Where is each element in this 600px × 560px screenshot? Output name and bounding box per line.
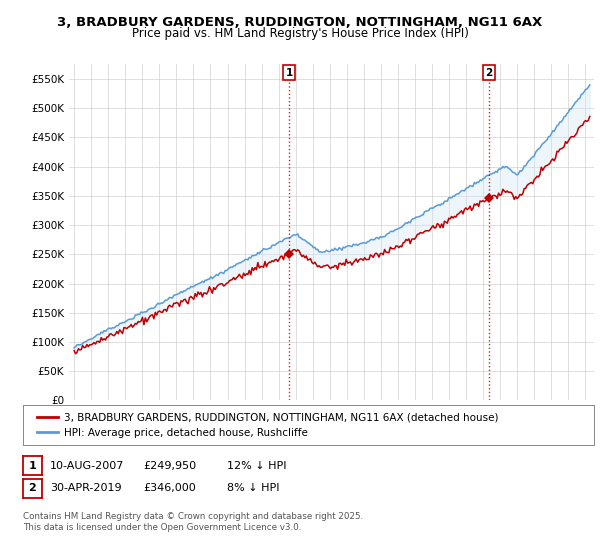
Text: 3, BRADBURY GARDENS, RUDDINGTON, NOTTINGHAM, NG11 6AX: 3, BRADBURY GARDENS, RUDDINGTON, NOTTING… [58, 16, 542, 29]
Legend: 3, BRADBURY GARDENS, RUDDINGTON, NOTTINGHAM, NG11 6AX (detached house), HPI: Ave: 3, BRADBURY GARDENS, RUDDINGTON, NOTTING… [32, 408, 502, 442]
Text: 2: 2 [29, 483, 36, 493]
Text: 1: 1 [29, 461, 36, 471]
Text: Price paid vs. HM Land Registry's House Price Index (HPI): Price paid vs. HM Land Registry's House … [131, 27, 469, 40]
Text: £346,000: £346,000 [143, 483, 196, 493]
Text: 30-APR-2019: 30-APR-2019 [50, 483, 121, 493]
Text: 12% ↓ HPI: 12% ↓ HPI [227, 461, 286, 471]
Text: 8% ↓ HPI: 8% ↓ HPI [227, 483, 280, 493]
Text: 1: 1 [286, 68, 293, 78]
Text: Contains HM Land Registry data © Crown copyright and database right 2025.
This d: Contains HM Land Registry data © Crown c… [23, 512, 363, 532]
Text: 10-AUG-2007: 10-AUG-2007 [50, 461, 124, 471]
Text: £249,950: £249,950 [143, 461, 196, 471]
Text: 2: 2 [485, 68, 493, 78]
